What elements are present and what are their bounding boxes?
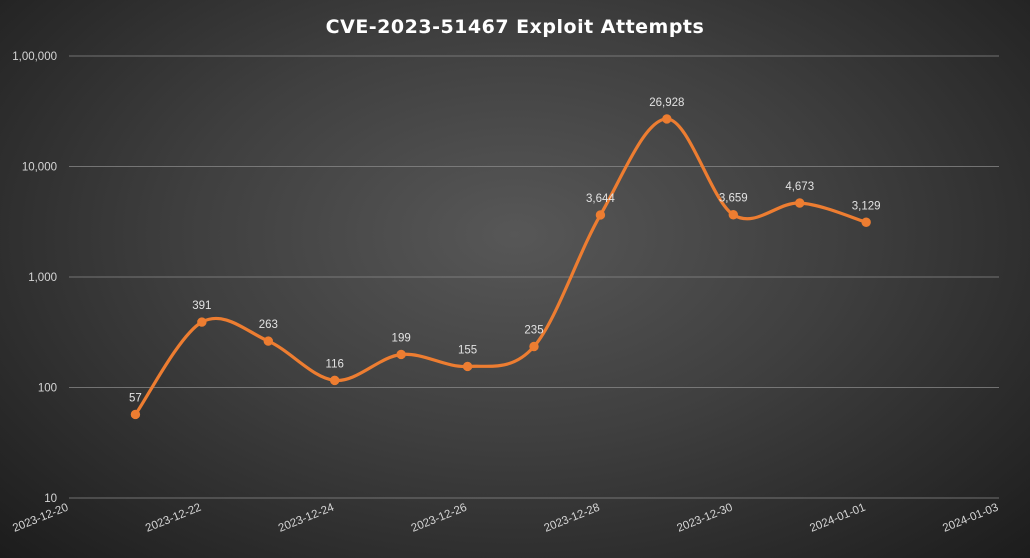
data-labels: 57 391 263 116 199 155 235 3,644 26,928 3,659 4,67… [129, 97, 881, 405]
data-point [728, 210, 738, 220]
chart-title: CVE-2023-51467 Exploit Attempts [326, 16, 705, 38]
y-tick-label: 10,000 [22, 162, 57, 174]
data-point [529, 341, 539, 352]
data-point [396, 349, 406, 360]
data-label: 235 [524, 324, 543, 336]
x-tick-label: 2023-12-24 [277, 501, 337, 534]
data-label: 116 [326, 358, 344, 370]
series-line [133, 117, 868, 417]
data-point [130, 409, 141, 420]
y-tick-label: 100 [38, 383, 57, 395]
data-point [197, 317, 207, 327]
data-point [330, 375, 340, 386]
x-tick-label: 2023-12-30 [675, 502, 734, 535]
data-point [861, 217, 871, 227]
x-tick-label: 2024-01-03 [941, 502, 1000, 535]
data-label: 263 [259, 319, 278, 331]
x-tick-label: 2023-12-22 [144, 502, 203, 535]
data-label: 26,928 [649, 97, 684, 109]
data-label: 4,673 [785, 181, 814, 193]
data-markers [130, 114, 871, 420]
y-axis-ticks: 10 100 1,000 10,000 1,00,000 [12, 51, 57, 505]
data-label: 199 [392, 332, 411, 344]
x-tick-label: 2023-12-28 [543, 502, 602, 535]
y-tick-label: 1,00,000 [12, 51, 57, 63]
data-label: 3,129 [852, 200, 881, 212]
data-label: 155 [458, 344, 477, 356]
data-point [462, 361, 473, 372]
y-tick-label: 1,000 [28, 272, 57, 284]
x-tick-label: 2024-01-01 [808, 502, 867, 535]
data-point [662, 114, 672, 124]
data-label: 3,659 [719, 193, 748, 205]
y-tick-label: 10 [44, 493, 57, 505]
data-label: 391 [192, 300, 211, 312]
data-point [263, 336, 273, 346]
x-axis-ticks: 2023-12-20 2023-12-22 2023-12-24 2023-12-26… [11, 501, 1000, 534]
series-line-group [133, 117, 868, 417]
x-tick-label: 2023-12-20 [11, 502, 70, 535]
data-label: 3,644 [586, 193, 615, 205]
data-point [795, 198, 805, 208]
data-label: 57 [129, 392, 142, 404]
data-point [595, 210, 606, 220]
grid-lines [69, 55, 999, 499]
x-tick-label: 2023-12-26 [410, 502, 469, 535]
